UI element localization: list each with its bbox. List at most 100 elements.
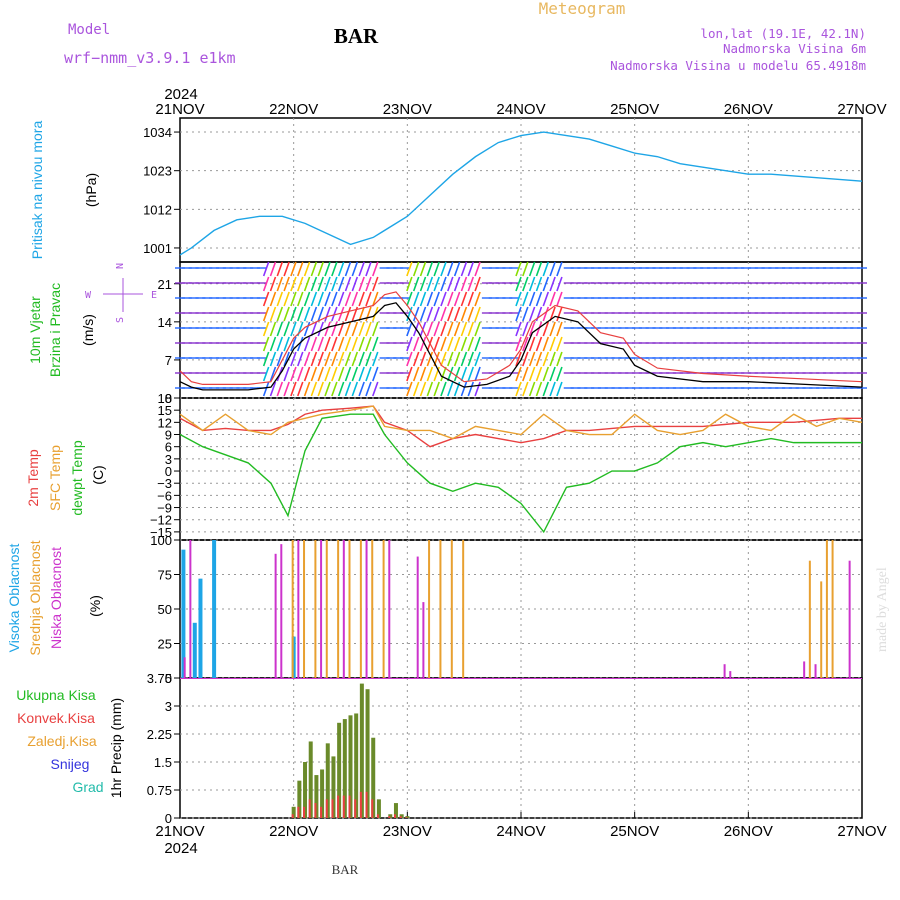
wind-barb (344, 321, 352, 337)
x-tick-label-top: 22NOV (269, 101, 318, 118)
wind-barb (453, 351, 461, 367)
wind-barb (528, 261, 536, 277)
wind-barb (337, 381, 345, 397)
y-tick-label: 6 (165, 440, 172, 455)
wind-barb (549, 261, 556, 277)
wind-barb (406, 381, 413, 397)
wind-barb (269, 276, 277, 292)
precip-bar (314, 775, 319, 818)
y-tick-label: 25 (158, 637, 172, 652)
wind-barb (344, 261, 352, 277)
wind-barb (317, 291, 324, 307)
x-tick-label-bottom: 26NOV (724, 823, 773, 840)
wind-barb (556, 336, 563, 352)
precip-bar (359, 683, 364, 818)
wind-barb (358, 261, 365, 277)
wind-barb (474, 291, 481, 307)
wind-barb (262, 276, 270, 292)
wind-barb (283, 321, 290, 337)
cloud-bar (831, 540, 834, 678)
wind-barb (358, 306, 365, 322)
precip-konvek-bar (325, 799, 328, 818)
wind-barb (317, 306, 324, 322)
cloud-bar (382, 540, 385, 678)
cloud-bar (848, 560, 851, 678)
wind-barb (331, 291, 338, 307)
wind-barb (372, 276, 379, 292)
cloud-bar (314, 540, 317, 678)
wind-barb (365, 276, 372, 292)
temp-label-sfc: SFC Temp (47, 445, 63, 511)
cloud-bar (325, 540, 328, 678)
wind-barb (269, 336, 277, 352)
wind-barb (317, 336, 324, 352)
precip-legend-item: Grad (72, 779, 103, 795)
precip-bar (376, 799, 381, 818)
wind-barb (406, 306, 413, 322)
wind-barb (324, 381, 331, 397)
wind-barb (283, 366, 290, 382)
cloud-bar (803, 661, 806, 678)
y-tick-label: 1034 (143, 125, 172, 140)
precip-konvek-bar (371, 799, 374, 818)
wind-barb (276, 291, 284, 307)
wind-barb (460, 306, 468, 322)
wind-barb (474, 366, 481, 382)
y-tick-label: 100 (150, 533, 172, 548)
precip-bar (303, 762, 308, 818)
wind-barb (358, 381, 365, 397)
location-title: BAR (334, 24, 379, 48)
compass-north: N (115, 263, 126, 269)
wind-barb (453, 261, 461, 277)
wind-barb (440, 306, 447, 322)
wind-barb (372, 381, 379, 397)
wind-barb (290, 351, 297, 367)
wind-barb (535, 276, 543, 292)
wind-barb (365, 351, 372, 367)
wind-label-2: Brzina i Pravac (47, 283, 63, 377)
wind-barb (283, 351, 290, 367)
x-tick-label-bottom: 21NOV (155, 823, 204, 840)
wind-barb (324, 366, 331, 382)
wind-barb (351, 366, 359, 382)
cloud-bar (450, 540, 453, 678)
cloud-bar (422, 602, 425, 678)
wind-barb (535, 291, 543, 307)
wind-barb (351, 276, 359, 292)
precip-konvek-bar (303, 806, 306, 818)
wind-barb (433, 261, 440, 277)
precip-konvek-bar (388, 816, 391, 818)
wind-barb (276, 321, 284, 337)
precip-konvek-bar (359, 791, 362, 818)
wind-barb (426, 351, 434, 367)
wind-barb (474, 336, 481, 352)
wind-barb (283, 276, 290, 292)
wind-barb (324, 276, 331, 292)
x-tick-label-bottom: 22NOV (269, 823, 318, 840)
credit-label: made by Angel (875, 567, 890, 652)
temp-line-sfc-temp (179, 405, 863, 440)
wind-barb (317, 381, 324, 397)
wind-barb (406, 291, 413, 307)
cloud-bar (320, 540, 323, 678)
wind-barb (337, 366, 345, 382)
wind-barb (522, 366, 529, 382)
x-year-top: 2024 (164, 86, 197, 103)
wind-barb (542, 291, 550, 307)
precip-unit: 1hr Precip (mm) (108, 698, 124, 798)
wind-barb (276, 276, 284, 292)
wind-barb (522, 261, 529, 277)
wind-barb (515, 321, 522, 337)
wind-barb (262, 306, 270, 322)
wind-barb (276, 261, 284, 277)
y-tick-label: 50 (158, 602, 172, 617)
pressure-unit: (hPa) (83, 173, 99, 207)
precip-bar (331, 756, 336, 818)
wind-barb (515, 291, 522, 307)
precip-konvek-bar (348, 795, 351, 818)
wind-barb (556, 321, 563, 337)
wind-barb (290, 381, 297, 397)
wind-barb (542, 336, 550, 352)
wind-barb (426, 306, 434, 322)
wind-barb (556, 306, 563, 322)
